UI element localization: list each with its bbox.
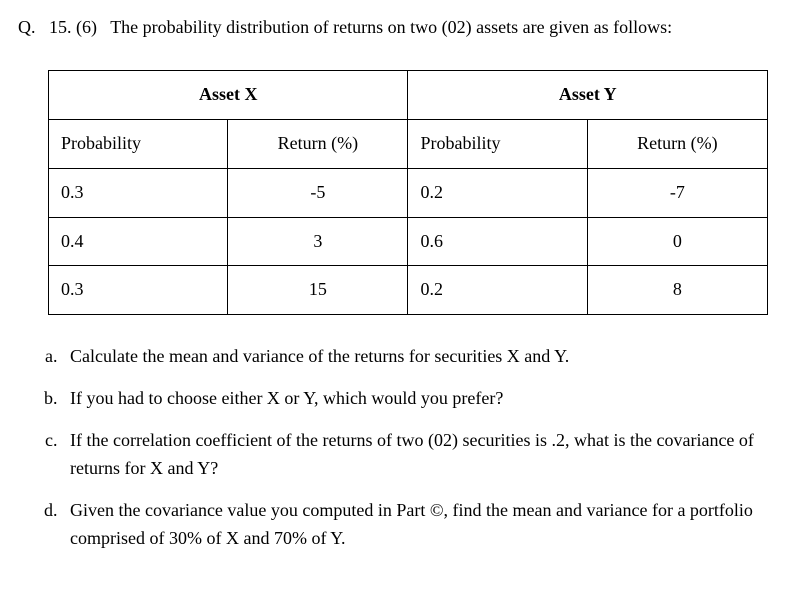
cell-px: 0.3 <box>49 266 228 315</box>
column-header-row: Probability Return (%) Probability Retur… <box>49 119 768 168</box>
table-row: 0.3 15 0.2 8 <box>49 266 768 315</box>
part-a: Calculate the mean and variance of the r… <box>62 343 782 371</box>
table-row: 0.3 -5 0.2 -7 <box>49 168 768 217</box>
cell-rx: 15 <box>228 266 408 315</box>
subquestion-list: Calculate the mean and variance of the r… <box>18 343 782 552</box>
cell-px: 0.3 <box>49 168 228 217</box>
cell-py: 0.2 <box>408 266 587 315</box>
asset-header-row: Asset X Asset Y <box>49 70 768 119</box>
question-number: 15. (6) <box>49 17 97 37</box>
asset-x-header: Asset X <box>49 70 408 119</box>
question-prompt: The probability distribution of returns … <box>110 17 672 37</box>
col-prob-x: Probability <box>49 119 228 168</box>
question-prefix: Q. <box>18 17 36 37</box>
cell-rx: 3 <box>228 217 408 266</box>
cell-px: 0.4 <box>49 217 228 266</box>
part-d: Given the covariance value you computed … <box>62 497 782 553</box>
part-c: If the correlation coefficient of the re… <box>62 427 782 483</box>
cell-ry: 0 <box>587 217 767 266</box>
table-row: 0.4 3 0.6 0 <box>49 217 768 266</box>
returns-table: Asset X Asset Y Probability Return (%) P… <box>48 70 768 315</box>
asset-y-header: Asset Y <box>408 70 768 119</box>
cell-rx: -5 <box>228 168 408 217</box>
col-ret-y: Return (%) <box>587 119 767 168</box>
cell-py: 0.2 <box>408 168 587 217</box>
cell-ry: -7 <box>587 168 767 217</box>
cell-ry: 8 <box>587 266 767 315</box>
question-header: Q. 15. (6) The probability distribution … <box>18 14 782 42</box>
col-ret-x: Return (%) <box>228 119 408 168</box>
col-prob-y: Probability <box>408 119 587 168</box>
part-b: If you had to choose either X or Y, whic… <box>62 385 782 413</box>
cell-py: 0.6 <box>408 217 587 266</box>
